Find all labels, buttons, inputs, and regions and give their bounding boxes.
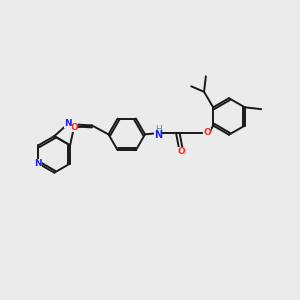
Text: O: O	[203, 128, 211, 137]
Text: O: O	[70, 123, 78, 132]
Text: H: H	[155, 125, 161, 134]
Text: N: N	[64, 119, 72, 128]
Text: N: N	[34, 159, 42, 168]
Text: O: O	[178, 147, 185, 156]
Text: N: N	[154, 130, 162, 140]
